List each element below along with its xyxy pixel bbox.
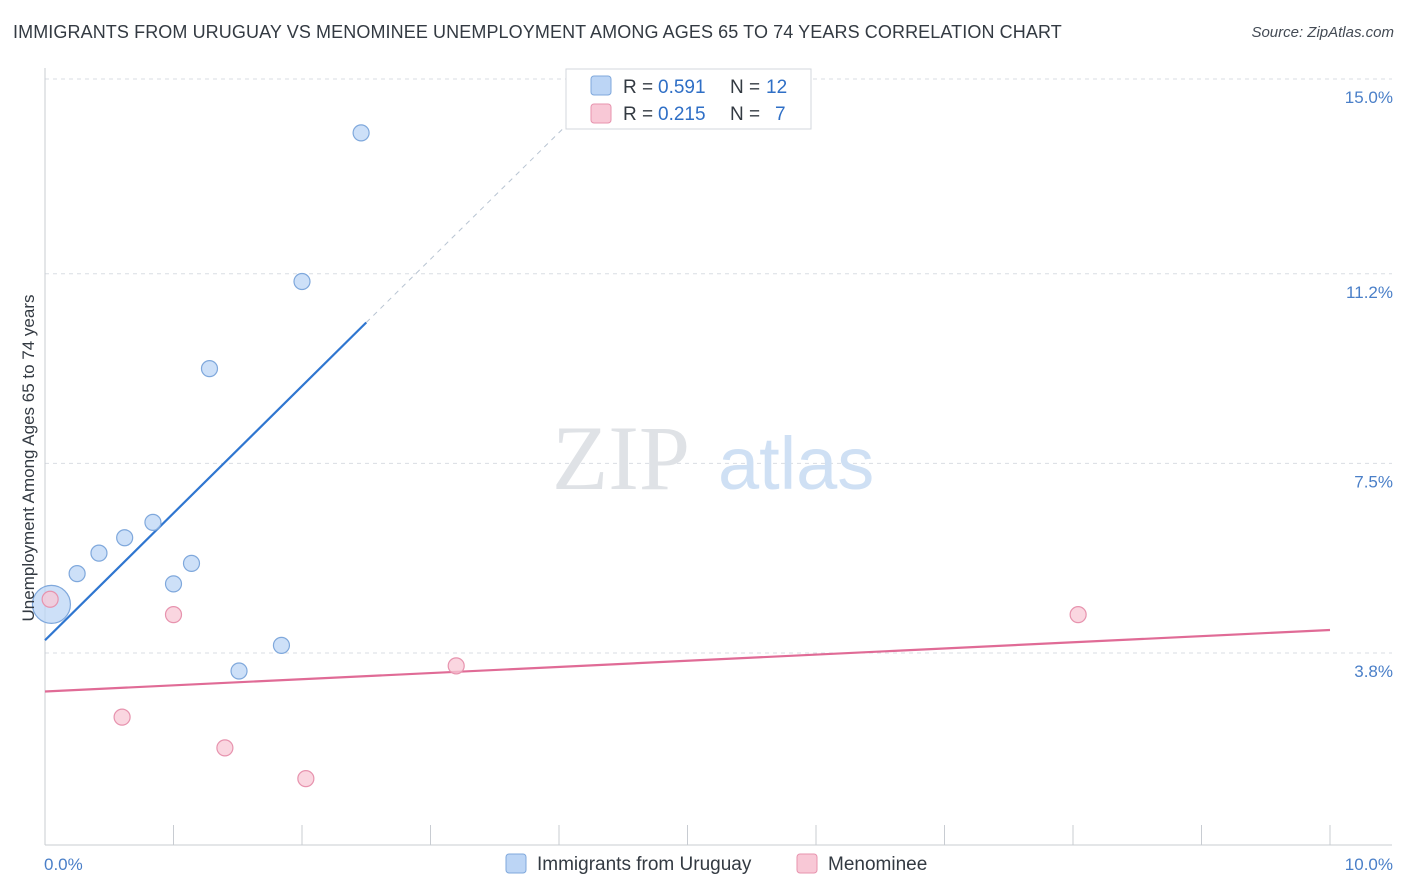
y-tick-label-3: 15.0% xyxy=(1345,88,1393,107)
legend-swatch-uruguay xyxy=(590,75,612,96)
chart-title: IMMIGRANTS FROM URUGUAY VS MENOMINEE UNE… xyxy=(13,22,1062,42)
points-layer xyxy=(31,124,1087,788)
bottom-legend-swatch-uruguay xyxy=(505,853,527,874)
legend-r-value-1: 0.591 xyxy=(658,77,706,98)
point-uruguay-3 xyxy=(116,529,134,547)
watermark-atlas: atlas xyxy=(718,422,874,505)
point-uruguay-11 xyxy=(352,124,370,142)
bottom-legend: Immigrants from Uruguay Menominee xyxy=(505,853,927,875)
top-legend: R = 0.591 N = 12 R = 0.215 N = 7 xyxy=(565,68,812,130)
y-axis-label: Unemployment Among Ages 65 to 74 years xyxy=(19,295,38,622)
point-menominee-1 xyxy=(113,708,131,726)
point-uruguay-6 xyxy=(182,554,201,572)
watermark: ZIP atlas xyxy=(552,407,874,509)
legend-n-value-1: 12 xyxy=(766,77,787,98)
legend-r-label-1: R = xyxy=(623,77,653,98)
legend-r-label-2: R = xyxy=(623,104,653,125)
legend-n-label-2: N = xyxy=(730,104,760,125)
y-tick-label-1: 7.5% xyxy=(1354,472,1393,491)
legend-r-value-2: 0.215 xyxy=(658,104,706,125)
y-tick-label-0: 3.8% xyxy=(1354,662,1393,681)
bottom-legend-label-uruguay: Immigrants from Uruguay xyxy=(537,854,752,875)
point-uruguay-2 xyxy=(90,544,108,562)
point-uruguay-8 xyxy=(230,662,248,680)
bottom-legend-swatch-menominee xyxy=(796,853,818,874)
bottom-legend-label-menominee: Menominee xyxy=(828,854,927,875)
point-menominee-0 xyxy=(41,590,59,608)
point-menominee-4 xyxy=(297,770,315,788)
point-menominee-2 xyxy=(164,606,183,624)
point-uruguay-1 xyxy=(68,565,86,583)
point-uruguay-9 xyxy=(272,636,291,654)
legend-n-label-1: N = xyxy=(730,77,760,98)
trend-line-uruguay-extension xyxy=(365,106,586,323)
trend-line-menominee xyxy=(44,628,1331,693)
chart-source: Source: ZipAtlas.com xyxy=(1251,24,1394,41)
point-uruguay-10 xyxy=(293,272,311,291)
y-tick-label-2: 11.2% xyxy=(1346,283,1393,302)
point-uruguay-4 xyxy=(144,513,162,531)
point-menominee-3 xyxy=(216,739,234,757)
axes-layer xyxy=(44,68,1392,846)
watermark-zip: ZIP xyxy=(552,407,690,509)
legend-swatch-menominee xyxy=(590,103,612,124)
point-menominee-6 xyxy=(1069,606,1087,624)
point-uruguay-5 xyxy=(164,575,183,593)
legend-n-value-2: 7 xyxy=(775,104,786,125)
ticks-layer: 3.8% 7.5% 11.2% 15.0% 0.0% 10.0% xyxy=(44,88,1393,874)
x-tick-label-1: 10.0% xyxy=(1345,855,1393,874)
point-uruguay-7 xyxy=(200,360,219,378)
x-tick-label-0: 0.0% xyxy=(44,855,83,874)
trend-layer xyxy=(44,106,1331,693)
grid-layer xyxy=(45,78,1392,654)
trend-line-uruguay xyxy=(44,321,368,642)
point-menominee-5 xyxy=(447,657,465,675)
